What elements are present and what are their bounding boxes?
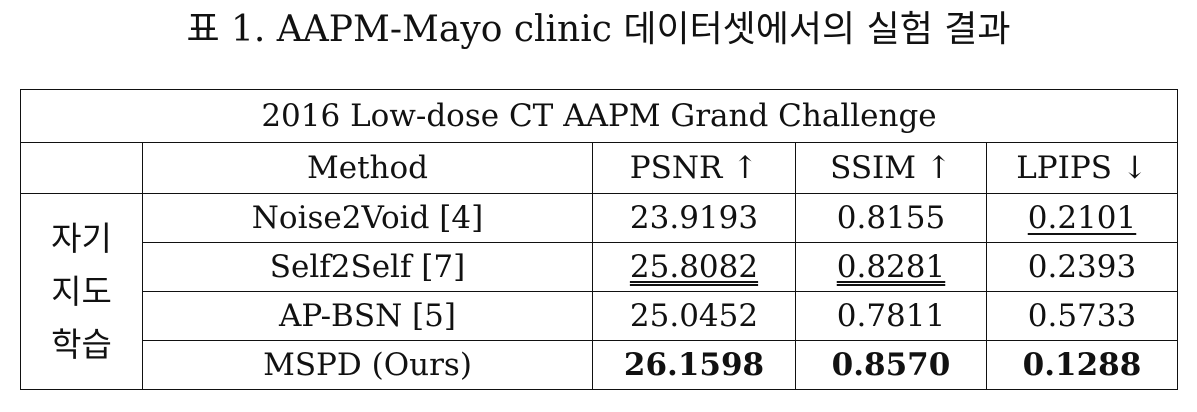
table-caption: 표 1. AAPM-Mayo clinic 데이터셋에서의 실험 결과 <box>186 9 1011 50</box>
table-row: AP-BSN [5] 25.0452 0.7811 0.5733 <box>21 291 1178 341</box>
method-cell: AP-BSN [5] <box>142 291 593 341</box>
header-empty-cell <box>20 142 143 194</box>
psnr-cell: 25.8082 <box>592 242 796 292</box>
ssim-cell: 0.8155 <box>795 193 987 243</box>
section-label-line: 자기 <box>51 219 112 258</box>
second-best-value: 0.8281 <box>836 249 946 285</box>
lpips-cell: 0.1288 <box>986 340 1178 390</box>
ssim-cell: 0.8570 <box>795 340 987 390</box>
table-title-row: 2016 Low-dose CT AAPM Grand Challenge <box>20 89 1178 143</box>
section-label-line: 지도 <box>51 272 112 311</box>
table-row: Self2Self [7] 25.8082 0.8281 0.2393 <box>21 242 1178 292</box>
section-label-line: 학습 <box>51 325 112 364</box>
section-label-self-supervised: 자기 지도 학습 <box>20 193 143 390</box>
table-row: MSPD (Ours) 26.1598 0.8570 0.1288 <box>21 340 1178 390</box>
method-cell: Self2Self [7] <box>142 242 593 292</box>
table-header-row: Method PSNR ↑ SSIM ↑ LPIPS ↓ <box>20 142 1178 194</box>
table-title: 2016 Low-dose CT AAPM Grand Challenge <box>20 89 1178 143</box>
second-best-value: 25.8082 <box>629 249 759 285</box>
second-best-value: 0.2101 <box>1027 200 1137 236</box>
method-cell: MSPD (Ours) <box>142 340 593 390</box>
ssim-cell: 0.7811 <box>795 291 987 341</box>
header-psnr: PSNR ↑ <box>592 142 796 194</box>
lpips-cell: 0.2393 <box>986 242 1178 292</box>
ssim-cell: 0.8281 <box>795 242 987 292</box>
lpips-cell: 0.5733 <box>986 291 1178 341</box>
results-table: 2016 Low-dose CT AAPM Grand Challenge Me… <box>20 89 1178 390</box>
psnr-cell: 26.1598 <box>592 340 796 390</box>
table-row: 자기 지도 학습 Noise2Void [4] 23.9193 0.8155 0… <box>20 193 1178 390</box>
header-lpips: LPIPS ↓ <box>986 142 1178 194</box>
psnr-cell: 23.9193 <box>592 193 796 243</box>
lpips-cell: 0.2101 <box>986 193 1178 243</box>
header-ssim: SSIM ↑ <box>795 142 987 194</box>
header-method: Method <box>142 142 593 194</box>
psnr-cell: 25.0452 <box>592 291 796 341</box>
method-cell: Noise2Void [4] <box>142 193 593 243</box>
